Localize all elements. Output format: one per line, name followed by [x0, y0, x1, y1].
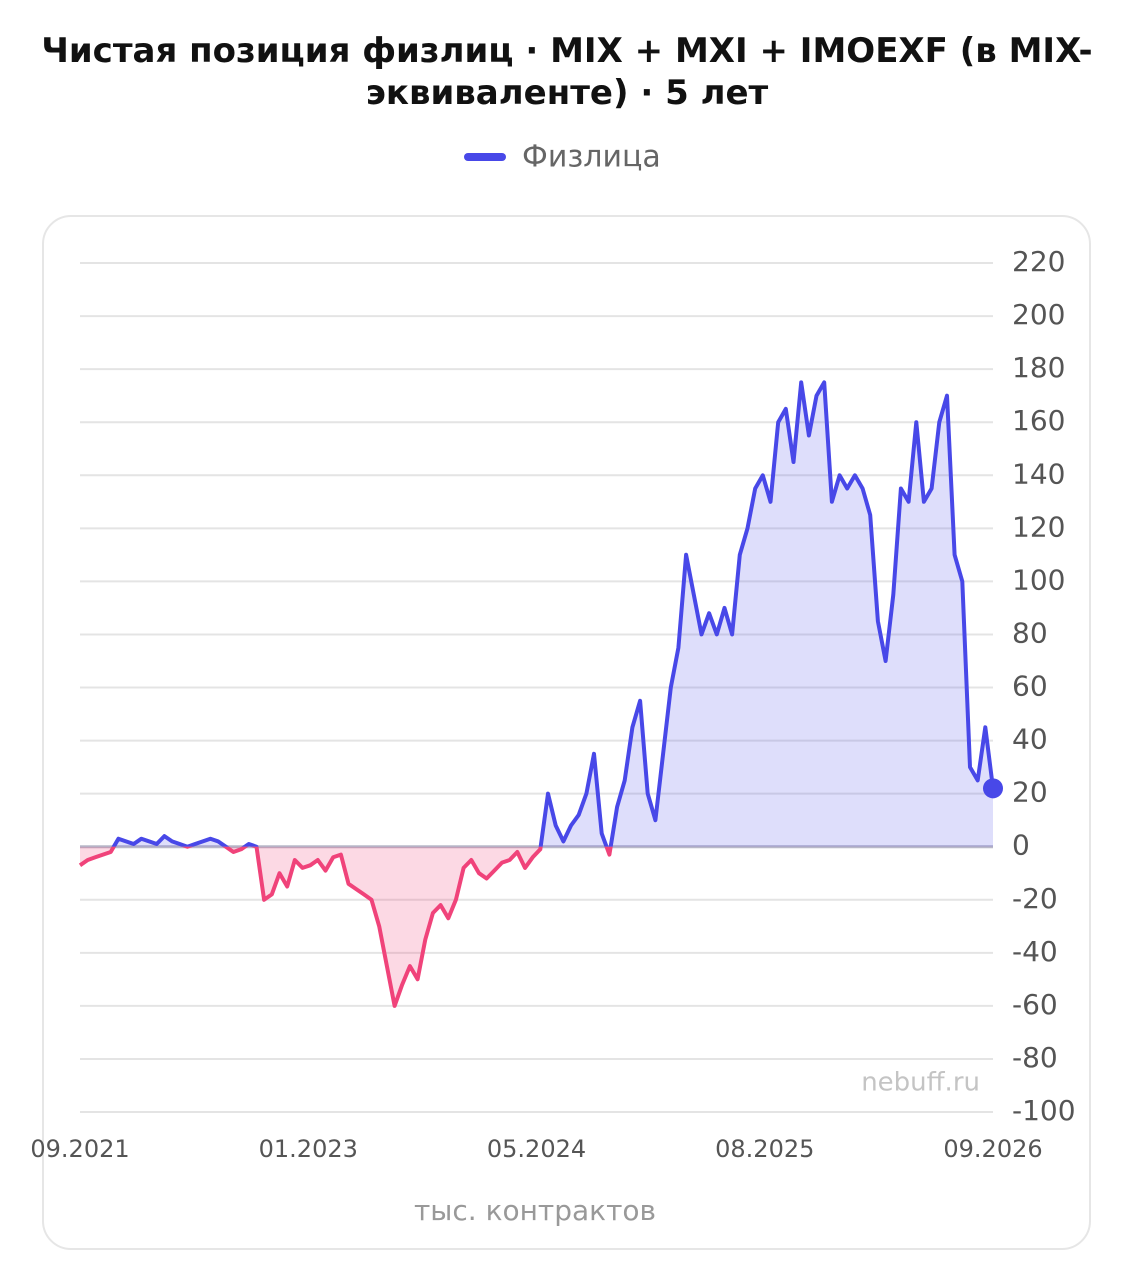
y-tick-label: 100	[1012, 563, 1065, 596]
end-point	[983, 778, 1003, 799]
y-tick-label: 120	[1012, 510, 1065, 543]
line-positive	[111, 380, 995, 847]
y-tick-label: 160	[1012, 404, 1065, 437]
x-tick-label: 01.2023	[259, 1135, 358, 1163]
x-tick-label: 09.2021	[30, 1135, 129, 1163]
y-tick-label: -40	[1012, 935, 1058, 968]
y-tick-label: 60	[1012, 670, 1048, 703]
y-tick-label: 200	[1012, 298, 1065, 331]
x-tick-label: 05.2024	[487, 1135, 586, 1163]
y-tick-label: 140	[1012, 457, 1065, 490]
chart-title: Чистая позиция физлиц · MIX + MXI + IMOE…	[41, 31, 1093, 113]
y-tick-label: 20	[1012, 776, 1048, 809]
y-tick-label: 80	[1012, 616, 1048, 649]
y-tick-label: -80	[1012, 1041, 1058, 1074]
axis-title: тыс. контрактов	[414, 1194, 656, 1227]
y-tick-label: 40	[1012, 723, 1048, 756]
x-tick-label: 08.2025	[715, 1135, 814, 1163]
line-negative	[78, 846, 613, 1008]
y-tick-label: -60	[1012, 988, 1058, 1021]
y-tick-label: 180	[1012, 351, 1065, 384]
area-positive	[113, 382, 993, 847]
legend-label: Физлица	[522, 140, 661, 175]
y-tick-label: -20	[1012, 882, 1058, 915]
y-tick-label: 220	[1012, 245, 1065, 278]
x-tick-label: 09.2026	[943, 1135, 1042, 1163]
watermark: nebuff.ru	[861, 1068, 980, 1098]
y-tick-label: -100	[1012, 1094, 1076, 1127]
y-tick-label: 0	[1012, 829, 1030, 862]
